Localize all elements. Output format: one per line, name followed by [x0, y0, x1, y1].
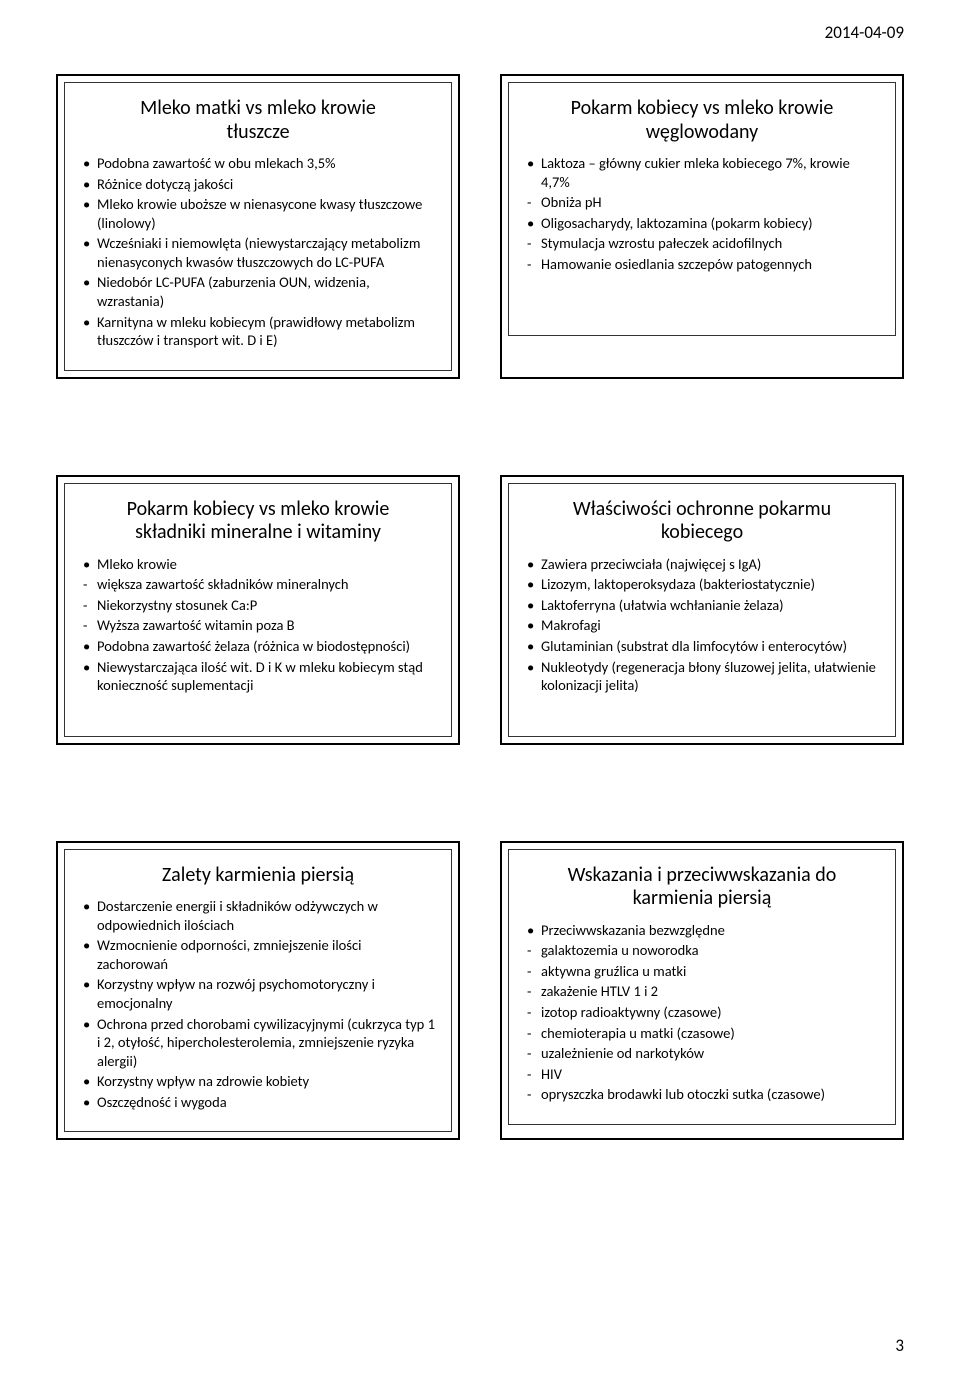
slide-list: Mleko krowiewiększa zawartość składników…: [81, 555, 435, 695]
list-item: Lizozym, laktoperoksydaza (bakteriostaty…: [525, 575, 879, 594]
list-item: Makrofagi: [525, 616, 879, 635]
slide-list: Zawiera przeciwciała (najwięcej s IgA)Li…: [525, 555, 879, 695]
list-item: większa zawartość składników mineralnych: [81, 575, 435, 594]
list-item: Oligosacharydy, laktozamina (pokarm kobi…: [525, 214, 879, 233]
list-item: Korzystny wpływ na zdrowie kobiety: [81, 1072, 435, 1091]
list-item: chemioterapia u matki (czasowe): [525, 1024, 879, 1043]
list-item: Niedobór LC-PUFA (zaburzenia OUN, widzen…: [81, 273, 435, 310]
slide-list: Podobna zawartość w obu mlekach 3,5% Różn…: [81, 154, 435, 349]
list-item: Niekorzystny stosunek Ca:P: [81, 596, 435, 615]
list-item: Niewystarczająca ilość wit. D i K w mlek…: [81, 658, 435, 695]
list-item: Różnice dotyczą jakości: [81, 175, 435, 194]
list-item: aktywna gruźlica u matki: [525, 962, 879, 981]
list-item: Korzystny wpływ na rozwój psychomotorycz…: [81, 975, 435, 1012]
slide-card: Pokarm kobiecy vs mleko krowieskładniki …: [56, 475, 460, 745]
list-item: Wzmocnienie odporności, zmniejszenie ilo…: [81, 936, 435, 973]
slide-list: Dostarczenie energii i składników odżywc…: [81, 897, 435, 1111]
list-item: Dostarczenie energii i składników odżywc…: [81, 897, 435, 934]
list-item: zakażenie HTLV 1 i 2: [525, 982, 879, 1001]
slide-card: Mleko matki vs mleko krowietłuszcze Podob…: [56, 74, 460, 379]
slide-title: Właściwości ochronne pokarmukobiecego: [525, 498, 879, 545]
slides-grid: Mleko matki vs mleko krowietłuszcze Podob…: [56, 74, 904, 1140]
list-item: Wcześniaki i niemowlęta (niewystarczając…: [81, 234, 435, 271]
list-item: Karnityna w mleku kobiecym (prawidłowy m…: [81, 313, 435, 350]
slide-title: Zalety karmienia piersią: [81, 864, 435, 888]
slide-inner: Właściwości ochronne pokarmukobiecego Zaw…: [508, 483, 896, 737]
list-item: Mleko krowie uboższe w nienasycone kwasy…: [81, 195, 435, 232]
list-item: Ochrona przed chorobami cywilizacyjnymi …: [81, 1015, 435, 1071]
list-item: Zawiera przeciwciała (najwięcej s IgA): [525, 555, 879, 574]
slide-inner: Pokarm kobiecy vs mleko krowiewęglowodan…: [508, 82, 896, 336]
slide-card: Właściwości ochronne pokarmukobiecego Zaw…: [500, 475, 904, 745]
slide-title: Pokarm kobiecy vs mleko krowiewęglowodan…: [525, 97, 879, 144]
list-item: Podobna zawartość w obu mlekach 3,5%: [81, 154, 435, 173]
slide-inner: Mleko matki vs mleko krowietłuszcze Podob…: [64, 82, 452, 371]
date-label: 2014-04-09: [825, 22, 904, 43]
list-item: izotop radioaktywny (czasowe): [525, 1003, 879, 1022]
list-item: Laktoferryna (ułatwia wchłanianie żelaza…: [525, 596, 879, 615]
slide-card: Pokarm kobiecy vs mleko krowiewęglowodan…: [500, 74, 904, 379]
slide-inner: Pokarm kobiecy vs mleko krowieskładniki …: [64, 483, 452, 737]
list-item: Przeciwwskazania bezwzględne: [525, 921, 879, 940]
list-item: Stymulacja wzrostu pałeczek acidofilnych: [525, 234, 879, 253]
slide-card: Wskazania i przeciwwskazania dokarmienia…: [500, 841, 904, 1141]
list-item: Mleko krowie: [81, 555, 435, 574]
list-item: opryszczka brodawki lub otoczki sutka (c…: [525, 1085, 879, 1104]
list-item: Obniża pH: [525, 193, 879, 212]
list-item: Podobna zawartość żelaza (różnica w biod…: [81, 637, 435, 656]
list-item: Oszczędność i wygoda: [81, 1093, 435, 1112]
list-item: galaktozemia u noworodka: [525, 941, 879, 960]
slide-card: Zalety karmienia piersią Dostarczenie ene…: [56, 841, 460, 1141]
list-item: HIV: [525, 1065, 879, 1084]
slide-inner: Zalety karmienia piersią Dostarczenie ene…: [64, 849, 452, 1133]
list-item: Laktoza – główny cukier mleka kobiecego …: [525, 154, 879, 191]
list-item: Hamowanie osiedlania szczepów patogennyc…: [525, 255, 879, 274]
slide-inner: Wskazania i przeciwwskazania dokarmienia…: [508, 849, 896, 1125]
list-item: Wyższa zawartość witamin poza B: [81, 616, 435, 635]
list-item: uzależnienie od narkotyków: [525, 1044, 879, 1063]
list-item: Nukleotydy (regeneracja błony śluzowej j…: [525, 658, 879, 695]
slide-title: Mleko matki vs mleko krowietłuszcze: [81, 97, 435, 144]
slide-title: Wskazania i przeciwwskazania dokarmienia…: [525, 864, 879, 911]
page-number: 3: [895, 1335, 904, 1356]
list-item: Glutaminian (substrat dla limfocytów i e…: [525, 637, 879, 656]
slide-list: Przeciwwskazania bezwzględnegalaktozemia…: [525, 921, 879, 1104]
page: 2014-04-09 Mleko matki vs mleko krowietł…: [0, 0, 960, 1384]
slide-list: Laktoza – główny cukier mleka kobiecego …: [525, 154, 879, 273]
slide-title: Pokarm kobiecy vs mleko krowieskładniki …: [81, 498, 435, 545]
